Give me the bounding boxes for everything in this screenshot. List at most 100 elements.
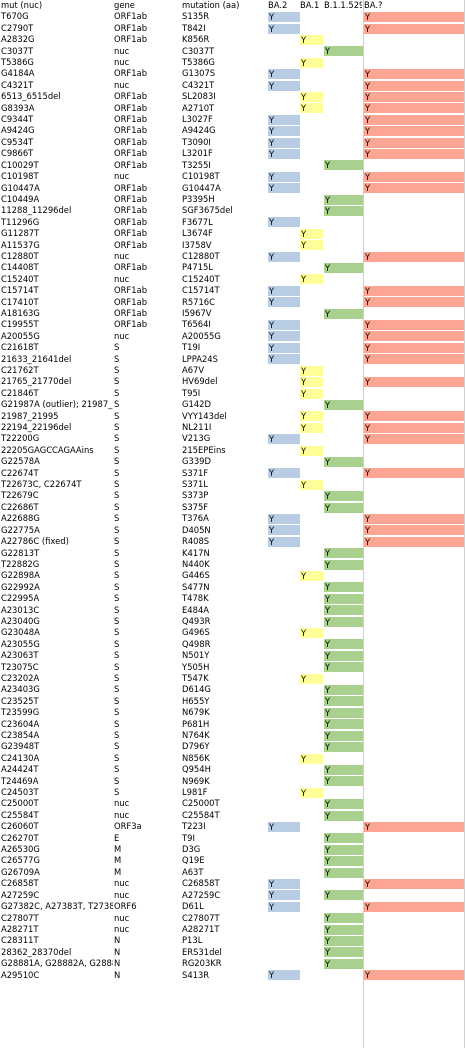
mut-nuc-cell: 21633_21641del (1, 353, 72, 364)
mut-nuc-cell: G11287T (1, 228, 40, 239)
mutation-aa-cell: L3201F (182, 148, 213, 159)
cell-ba2: Y (268, 285, 300, 296)
cell-ba2: Y (268, 331, 300, 342)
table-row: A9424G ORF1ab A9424G Y Y (0, 125, 465, 137)
cell-ba1: Y (300, 787, 323, 798)
gene-cell: S (114, 718, 120, 729)
gene-cell: ORF1ab (114, 11, 148, 22)
mut-nuc-cell: C22995A (1, 593, 40, 604)
cell-ba-unknown: Y (364, 91, 464, 102)
mutation-aa-cell: T95I (182, 387, 201, 398)
table-row: C23604A S P681H Y (0, 719, 465, 730)
gene-cell: S (114, 558, 120, 569)
mutation-aa-cell: C15714T (182, 285, 220, 296)
cell-ba1: Y (300, 411, 323, 422)
table-row: C22686T S S375F Y (0, 502, 465, 513)
mut-nuc-cell: C19955T (1, 319, 39, 330)
cell-ba1: Y (300, 274, 323, 285)
mutation-aa-cell: SGF3675del (182, 205, 233, 216)
header-mut-nuc: mut (nuc) (1, 0, 43, 10)
table-row: C26060T ORF3a T223I Y Y (0, 821, 465, 832)
mutation-aa-cell: T842I (182, 22, 206, 33)
mut-nuc-cell: A23013C (1, 604, 40, 615)
table-row: C14408T ORF1ab P4715L Y (0, 262, 465, 274)
cell-b11529: Y (324, 399, 363, 410)
mutation-aa-cell: G339D (182, 456, 211, 467)
cell-b11529: Y (324, 799, 363, 810)
mut-nuc-cell: G27382C, A27383T, T27384C (1, 901, 113, 912)
cell-b11529: Y (324, 936, 363, 946)
table-row: C15714T ORF1ab C15714T Y Y (0, 285, 465, 296)
cell-b11529: Y (324, 456, 363, 467)
gene-cell: ORF1ab (114, 319, 148, 330)
gene-cell: S (114, 387, 120, 398)
gene-cell: S (114, 730, 120, 740)
cell-ba-unknown: Y (364, 434, 464, 445)
gene-cell: nuc (114, 809, 130, 820)
gene-cell: M (114, 866, 122, 877)
table-row: T670G ORF1ab S135R Y Y (0, 11, 465, 23)
gene-cell: S (114, 467, 120, 478)
table-row: A23040G S Q493R Y (0, 616, 465, 627)
mutation-aa-cell: G1307S (182, 68, 216, 79)
cell-ba2: Y (268, 137, 300, 148)
mutation-aa-cell: T19I (182, 342, 201, 353)
cell-ba-unknown: Y (364, 12, 464, 23)
cell-b11529: Y (324, 890, 363, 901)
table-row: A26530G M D3G Y (0, 844, 465, 855)
mut-nuc-cell: C4321T (1, 79, 34, 90)
table-row: C17410T ORF1ab R5716C Y Y (0, 297, 465, 308)
gene-cell: nuc (114, 79, 130, 90)
mut-nuc-cell: A28271T (1, 923, 39, 934)
cell-b11529: Y (324, 730, 363, 741)
mut-nuc-cell: C28311T (1, 935, 39, 946)
gene-cell: S (114, 353, 120, 364)
mutation-aa-cell: L3674F (182, 228, 213, 239)
gene-cell: E (114, 832, 120, 843)
mut-nuc-cell: C3037T (1, 45, 34, 56)
mutation-aa-cell: R408S (182, 536, 210, 547)
mutation-aa-cell: G10447A (182, 182, 221, 193)
table-row: G22813T S K417N Y (0, 548, 465, 559)
cell-ba2: Y (268, 525, 300, 536)
gene-cell: S (114, 524, 120, 535)
mutation-aa-cell: C10198T (182, 171, 220, 182)
cell-ba1: Y (300, 228, 323, 239)
mutation-aa-cell: HV69del (182, 376, 218, 387)
gene-cell: N (114, 969, 121, 980)
mut-nuc-cell: C10449A (1, 193, 40, 204)
gene-cell: ORF1ab (114, 22, 148, 33)
cell-b11529: Y (324, 662, 363, 673)
table-row: T22200G S V213G Y Y (0, 433, 465, 445)
cell-ba2: Y (268, 513, 300, 524)
cell-ba2: Y (268, 251, 300, 262)
table-row: T24469A S N969K Y (0, 776, 465, 787)
cell-b11529: Y (324, 194, 363, 205)
gene-cell: ORF1ab (114, 239, 148, 250)
gene-cell: S (114, 684, 120, 695)
mutation-aa-cell: T478K (182, 593, 209, 604)
cell-ba-unknown: Y (364, 331, 464, 342)
mutation-aa-cell: T3255I (182, 159, 211, 170)
mutation-aa-cell: Q498R (182, 638, 211, 649)
cell-ba-unknown: Y (364, 422, 464, 433)
gene-cell: ORF1ab (114, 193, 148, 204)
cell-ba2: Y (268, 69, 300, 80)
cell-ba-unknown: Y (364, 878, 464, 889)
mut-nuc-cell: T24469A (1, 775, 39, 786)
gene-cell: S (114, 707, 120, 718)
mut-nuc-cell: G22898A (1, 570, 40, 581)
gene-cell: M (114, 844, 122, 855)
cell-b11529: Y (324, 947, 363, 958)
mut-nuc-cell: C15714T (1, 285, 39, 296)
cell-ba-unknown: Y (364, 171, 464, 182)
table-row: C19955T ORF1ab T6564I Y Y (0, 319, 465, 331)
gene-cell: ORF1ab (114, 205, 148, 216)
mutation-aa-cell: C25000T (182, 798, 220, 809)
mutation-aa-cell: N440K (182, 558, 210, 569)
cell-b11529: Y (324, 639, 363, 650)
gene-cell: ORF1ab (114, 262, 148, 273)
cell-ba-unknown: Y (364, 970, 464, 981)
header-ba2: BA.2 (268, 0, 288, 10)
mutation-aa-cell: T223I (182, 821, 206, 832)
